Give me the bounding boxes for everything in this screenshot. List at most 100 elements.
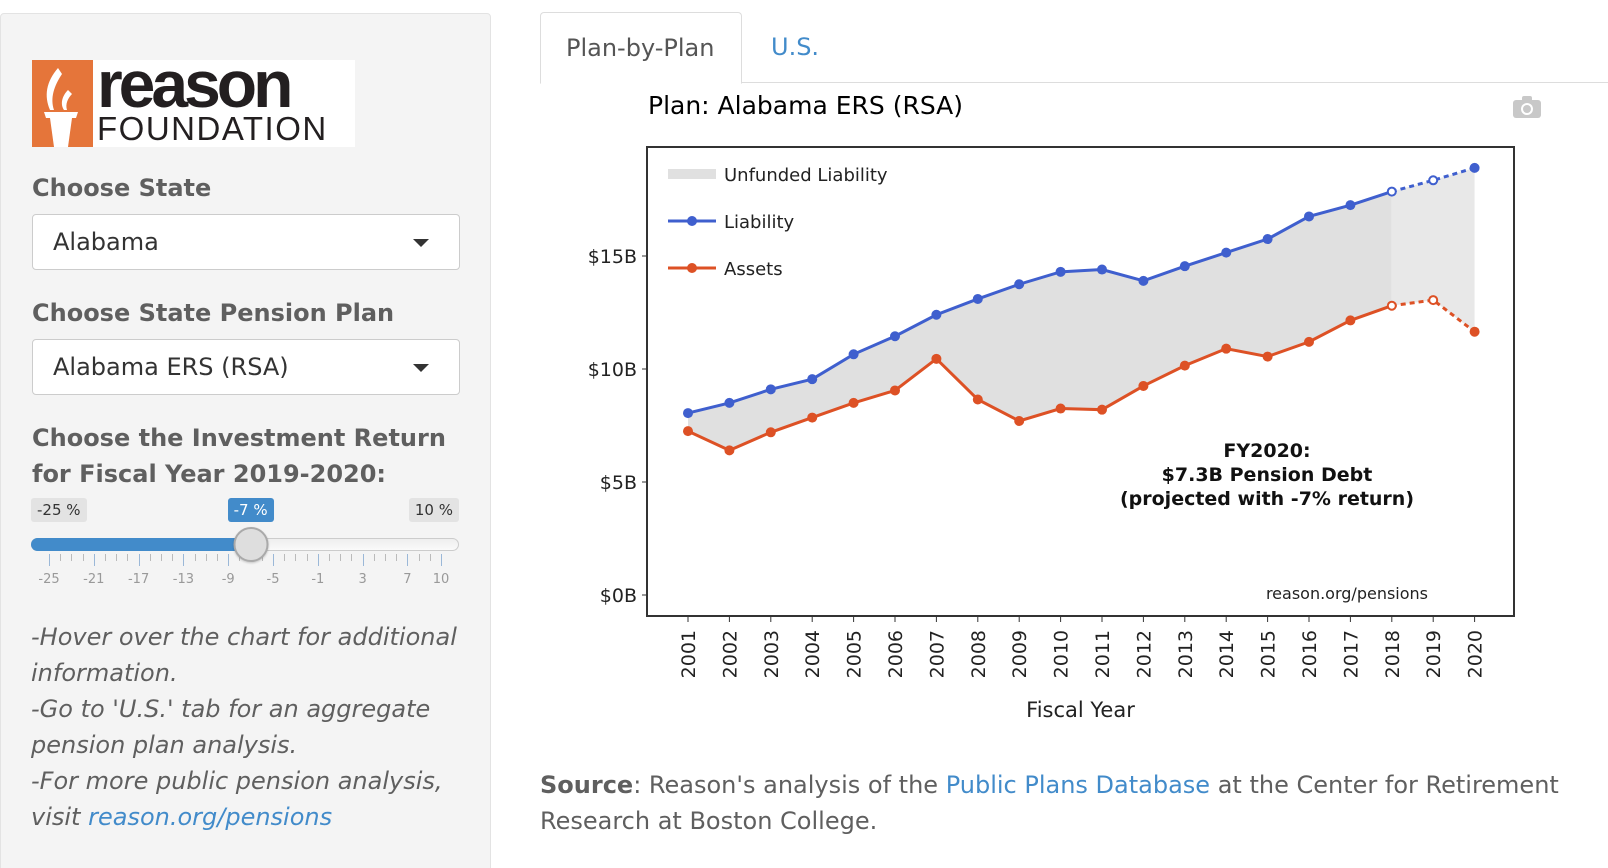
slider-tick	[385, 554, 386, 561]
x-tick-label: 2013	[1175, 630, 1197, 678]
tab-plan-by-plan[interactable]: Plan-by-Plan	[540, 12, 742, 84]
assets-line	[687, 304, 1393, 453]
assets-point[interactable]	[972, 394, 983, 405]
liability-point[interactable]	[1055, 266, 1066, 277]
assets-point[interactable]	[1014, 415, 1025, 426]
x-tick-label: 2011	[1092, 630, 1114, 678]
assets-point[interactable]	[1262, 351, 1273, 362]
assets-point[interactable]	[1469, 326, 1480, 337]
camera-icon[interactable]	[1513, 96, 1541, 118]
logo-word-foundation: FOUNDATION	[97, 110, 328, 147]
slider-handle[interactable]	[233, 527, 269, 562]
assets-point[interactable]	[1221, 343, 1232, 354]
source-text-2: at the Center for Retirement Research at…	[540, 771, 1559, 835]
liability-point[interactable]	[683, 408, 693, 419]
slider-tick-label: -5	[266, 572, 280, 587]
slider-tick	[194, 554, 196, 561]
tab-us[interactable]: U.S.	[771, 33, 820, 61]
assets-point[interactable]	[1428, 295, 1439, 306]
liability-point[interactable]	[1469, 162, 1480, 173]
slider-tick	[127, 554, 129, 561]
tab-bar: Plan-by-Plan U.S.	[540, 12, 1608, 84]
liability-point[interactable]	[1262, 234, 1273, 245]
assets-point[interactable]	[765, 427, 776, 438]
assets-point[interactable]	[1097, 404, 1107, 415]
slider-tick	[172, 554, 174, 561]
public-plans-database-link[interactable]: Public Plans Database	[945, 771, 1211, 799]
assets-point[interactable]	[931, 353, 942, 364]
liability-point[interactable]	[931, 309, 942, 320]
legend-label-liability[interactable]: Liability	[724, 212, 795, 233]
slider-tick	[161, 554, 162, 561]
y-tick-label: $5B	[600, 472, 637, 494]
annotation-line3: (projected with -7% return)	[1120, 488, 1414, 510]
liability-point[interactable]	[890, 331, 900, 342]
slider-tick	[71, 554, 73, 561]
assets-point[interactable]	[683, 426, 693, 437]
slider-tick	[396, 554, 398, 561]
return-label-line2: for Fiscal Year 2019-2020:	[32, 460, 387, 488]
liability-line	[687, 190, 1393, 415]
assets-point[interactable]	[1055, 403, 1066, 414]
legend-marker-liability	[687, 216, 697, 226]
source-text-1: : Reason's analysis of the	[633, 771, 946, 799]
liability-point[interactable]	[1345, 200, 1356, 211]
slider-tick-label: -13	[172, 572, 195, 587]
unfunded-liability-projected-area	[1391, 167, 1475, 332]
liability-point[interactable]	[1097, 264, 1107, 275]
x-tick-label: 2014	[1216, 630, 1238, 678]
slider-tick	[60, 554, 62, 561]
legend-label-unfunded[interactable]: Unfunded Liability	[724, 165, 888, 186]
annotation-line1: FY2020:	[1223, 440, 1310, 462]
slider-tick	[273, 554, 274, 566]
liability-point[interactable]	[724, 397, 735, 408]
return-slider[interactable]: -25 % 10 % -7 % -25 -21 -17 -13 -9 -5 -1 3 7 10	[31, 498, 459, 598]
liability-point[interactable]	[1386, 186, 1397, 197]
assets-point[interactable]	[890, 385, 900, 396]
liability-point[interactable]	[1179, 261, 1190, 272]
slider-tick	[49, 554, 50, 566]
assets-point[interactable]	[1179, 360, 1190, 371]
assets-point[interactable]	[1138, 380, 1149, 391]
slider-tick	[116, 554, 118, 561]
plan-select[interactable]: Alabama ERS (RSA)	[32, 339, 460, 395]
help-line-more-text: -For more public pension analysis, visit	[31, 767, 443, 831]
x-tick-label: 2019	[1423, 630, 1445, 678]
liability-point[interactable]	[1014, 279, 1025, 290]
liability-point[interactable]	[1428, 175, 1439, 186]
assets-point[interactable]	[1386, 300, 1397, 311]
slider-tick	[362, 554, 364, 566]
pension-chart[interactable]: $0B $5B $10B $15B 2001 2002 2003 2004 2005 2006 20…	[540, 130, 1540, 730]
legend-label-assets[interactable]: Assets	[724, 259, 783, 280]
liability-point[interactable]	[807, 374, 818, 385]
liability-point[interactable]	[972, 293, 983, 304]
liability-point[interactable]	[1221, 247, 1232, 258]
x-tick-label: 2004	[802, 630, 824, 678]
liability-point[interactable]	[765, 384, 776, 395]
liability-point[interactable]	[1304, 211, 1314, 222]
help-line-us-tab: -Go to 'U.S.' tab for an aggregate pensi…	[31, 695, 431, 759]
slider-tick	[418, 554, 420, 561]
x-tick-label: 2003	[761, 630, 783, 678]
assets-point[interactable]	[848, 397, 859, 408]
plan-select-value: Alabama ERS (RSA)	[53, 353, 289, 381]
slider-tick	[429, 554, 431, 561]
chart-title: Plan: Alabama ERS (RSA)	[648, 91, 964, 120]
reason-pensions-link[interactable]: reason.org/pensions	[88, 803, 333, 831]
assets-point[interactable]	[1304, 336, 1314, 347]
assets-point[interactable]	[1345, 315, 1356, 326]
x-axis-title: Fiscal Year	[1026, 698, 1135, 722]
assets-point[interactable]	[724, 445, 735, 456]
assets-point[interactable]	[807, 412, 818, 423]
liability-point[interactable]	[848, 349, 859, 360]
x-tick-label: 2012	[1133, 630, 1155, 678]
slider-tick	[183, 554, 185, 566]
slider-tick	[149, 554, 151, 561]
slider-fill	[31, 538, 251, 551]
y-tick-label: $15B	[588, 246, 637, 268]
legend-swatch-unfunded	[668, 169, 716, 179]
liability-point[interactable]	[1138, 275, 1149, 286]
slider-tick	[105, 554, 106, 561]
state-select[interactable]: Alabama	[32, 214, 460, 270]
slider-max-label: 10 %	[408, 498, 459, 522]
